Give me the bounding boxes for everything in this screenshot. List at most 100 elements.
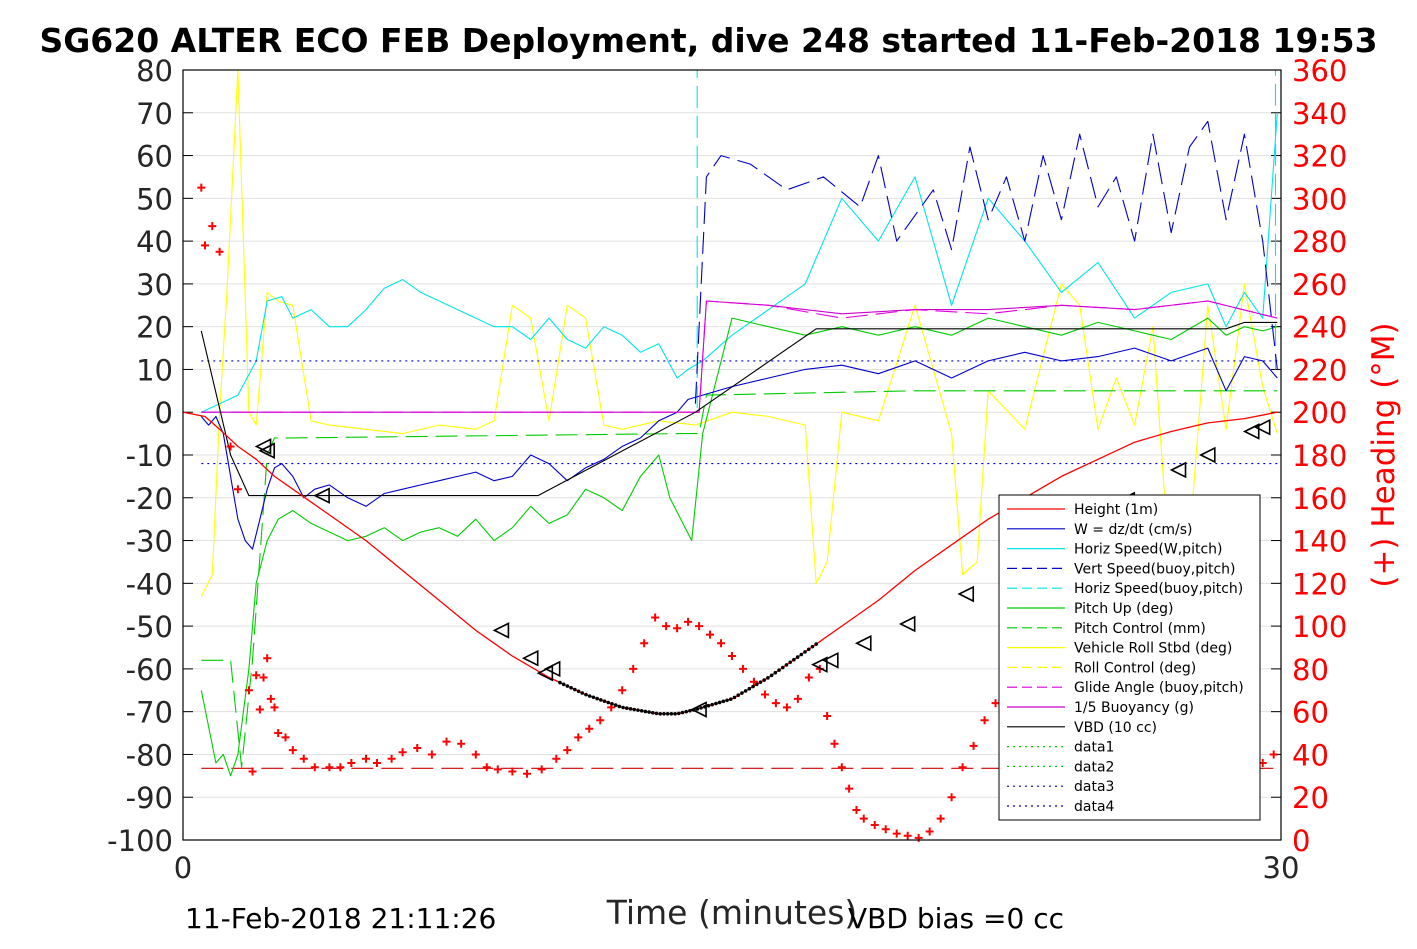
heading-plus-mark [640,639,649,648]
sample-dot [810,644,815,649]
sample-dot [792,657,796,662]
heading-plus-mark [629,664,638,673]
triangle-marker [1253,418,1271,436]
sample-dot [651,710,655,715]
heading-plus-mark [197,183,206,192]
sample-dot [606,700,611,705]
heading-plus-mark [936,814,945,823]
heading-plus-mark [299,754,308,763]
heading-tick-label: 40 [1292,738,1329,772]
sample-dot [784,663,789,667]
sample-dot [628,707,633,711]
heading-plus-mark [252,671,261,680]
heading-plus-mark [947,793,956,802]
triangle-marker [543,660,561,678]
heading-tick-label: 200 [1292,396,1347,430]
sample-dot [632,707,637,712]
heading-plus-mark [991,699,1000,708]
heading-plus-mark [482,763,491,772]
sample-dot [680,710,685,715]
series-vert-buoy-line [694,120,1278,404]
heading-plus-mark [837,763,846,772]
sample-dot [617,704,622,709]
sample-dot [769,673,774,678]
heading-tick-label: 60 [1292,696,1329,730]
sample-dot [806,647,811,652]
heading-plus-mark [782,703,791,712]
heading-plus-mark [336,763,345,772]
sample-dot [676,711,681,716]
sample-dot [595,696,599,701]
heading-plus-mark [717,639,726,648]
sample-dot [762,678,766,682]
y-tick-label: 30 [136,268,173,302]
heading-plus-mark [508,767,517,776]
sample-dot [599,698,603,702]
triangle-marker [854,634,872,652]
sample-dot [613,703,618,707]
heading-plus-mark [263,654,272,663]
heading-plus-mark [958,763,967,772]
sample-dot [743,689,748,693]
heading-tick-label: 80 [1292,653,1329,687]
sample-dot [758,680,763,684]
sample-dot [766,676,770,680]
sample-dot [732,695,737,700]
heading-plus-mark [925,827,934,836]
y-tick-label: -80 [126,738,173,772]
sample-dot [639,709,644,713]
heading-tick-label: 340 [1292,97,1347,131]
sample-dot [803,650,807,654]
heading-plus-mark [793,694,802,703]
sample-dot [621,705,625,710]
sample-dot [636,708,640,712]
heading-plus-mark [372,759,381,767]
heading-plus-mark [804,673,813,682]
sample-dot [728,697,733,701]
legend-entry-label: Horiz Speed(W,pitch) [1074,542,1222,558]
sample-dot [795,655,800,659]
heading-plus-mark [259,673,268,682]
y-tick-label: -90 [126,781,173,815]
heading-plus-mark [310,763,319,772]
triangle-marker [957,585,975,603]
y-tick-label: -20 [126,482,173,516]
heading-plus-mark [270,703,279,712]
sample-dot [610,701,614,706]
heading-plus-mark [892,829,901,838]
right-axis-label: (+) Heading (°M) [1366,322,1402,587]
sample-dot [706,703,711,708]
y-tick-label: 40 [136,225,173,259]
sample-dot [591,695,596,700]
heading-plus-mark [662,622,671,631]
heading-plus-mark [760,690,769,699]
sample-dot [814,642,818,646]
heading-tick-label: 360 [1292,54,1347,88]
heading-plus-mark [398,748,407,757]
sample-dot [625,706,629,710]
sample-dot [669,712,674,716]
series-pitch-line [200,317,1278,777]
x-tick-label: 30 [1263,851,1300,885]
sample-dot [736,693,741,698]
sample-dot [561,682,566,687]
heading-plus-mark [281,733,290,742]
y-tick-label: -10 [126,439,173,473]
heading-plus-mark [596,716,605,725]
heading-plus-mark [684,617,693,626]
sample-dot [799,652,804,657]
triangle-marker [536,664,554,682]
legend-entry-label: Pitch Control (mm) [1074,621,1206,637]
legend-entry-label: data1 [1074,740,1114,756]
heading-plus-mark [471,750,480,759]
heading-plus-mark [347,759,356,767]
legend-entry-label: W = dz/dt (cm/s) [1074,522,1193,538]
x-tick-label: 0 [174,851,192,885]
sample-dot [654,711,659,716]
sample-dot [751,684,755,689]
y-tick-label: -70 [126,696,173,730]
sample-dot [580,691,585,695]
heading-plus-mark [830,739,839,748]
series-buoy-line [201,300,1278,413]
